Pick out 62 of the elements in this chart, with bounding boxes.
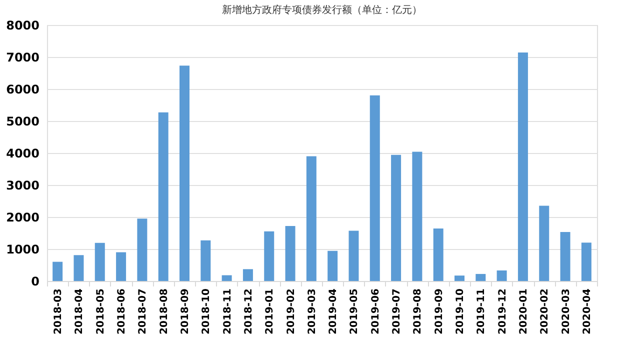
x-tick-label: 2019-02 [286, 288, 297, 334]
x-tick-label: 2019-05 [349, 288, 360, 334]
x-tick-label: 2019-04 [328, 288, 340, 334]
x-tick-label: 2018-09 [180, 288, 191, 334]
x-tick-label: 2018-07 [138, 288, 149, 334]
y-tick-label: 1000 [6, 242, 40, 256]
bar [158, 112, 168, 281]
bar [581, 242, 592, 281]
x-tick-label: 2020-02 [540, 288, 551, 334]
bar [180, 66, 190, 281]
x-tick-label: 2019-09 [434, 288, 445, 334]
bar [200, 240, 211, 281]
y-tick-label: 6000 [6, 82, 40, 96]
bar [242, 269, 253, 281]
y-tick-label: 4000 [6, 146, 40, 160]
x-tick-label: 2020-04 [582, 288, 593, 334]
y-tick-label: 8000 [6, 18, 40, 32]
bar [560, 232, 570, 281]
bar [137, 218, 148, 281]
x-tick-label: 2019-06 [370, 288, 382, 334]
bar [496, 270, 507, 281]
bar [476, 274, 486, 281]
bar [518, 52, 528, 281]
x-tick-label: 2019-07 [392, 288, 403, 334]
bar [348, 230, 359, 281]
y-tick-label: 3000 [6, 178, 40, 192]
x-tick-label: 2018-06 [116, 288, 128, 334]
bar [264, 231, 274, 281]
x-tick-label: 2018-11 [222, 288, 234, 334]
y-tick-label: 2000 [6, 210, 40, 224]
x-tick-label: 2019-10 [455, 288, 466, 334]
bar [306, 156, 316, 281]
chart-title: 新增地方政府专项债券发行额（单位：亿元） [222, 4, 422, 16]
bar [328, 250, 338, 281]
x-tick-label: 2018-10 [201, 288, 212, 334]
x-tick-label: 2019-03 [306, 288, 318, 334]
x-tick-label: 2020-03 [560, 288, 572, 334]
x-tick-label: 2018-05 [95, 288, 106, 334]
x-tick-label: 2018-08 [158, 288, 170, 334]
bar [116, 252, 126, 281]
y-tick-label: 5000 [6, 114, 40, 128]
x-tick-label: 2018-04 [74, 288, 86, 334]
bar [94, 242, 105, 281]
bar [412, 152, 422, 281]
bar [285, 226, 296, 281]
bar [433, 228, 444, 281]
bar [52, 262, 63, 281]
bar [454, 276, 464, 281]
bar [539, 206, 550, 281]
bar [74, 255, 84, 281]
y-tick-label: 7000 [6, 50, 40, 64]
x-tick-label: 2019-08 [412, 288, 424, 334]
x-tick-label: 2020-01 [518, 288, 530, 334]
x-tick-label: 2018-12 [243, 288, 254, 334]
bar [391, 154, 402, 281]
x-tick-label: 2018-03 [53, 288, 64, 334]
bar [222, 275, 232, 281]
x-tick-label: 2019-12 [497, 288, 508, 334]
y-tick-label: 0 [31, 274, 40, 288]
bar [370, 95, 380, 281]
x-tick-label: 2019-01 [264, 288, 276, 334]
x-tick-label: 2019-11 [476, 288, 488, 334]
